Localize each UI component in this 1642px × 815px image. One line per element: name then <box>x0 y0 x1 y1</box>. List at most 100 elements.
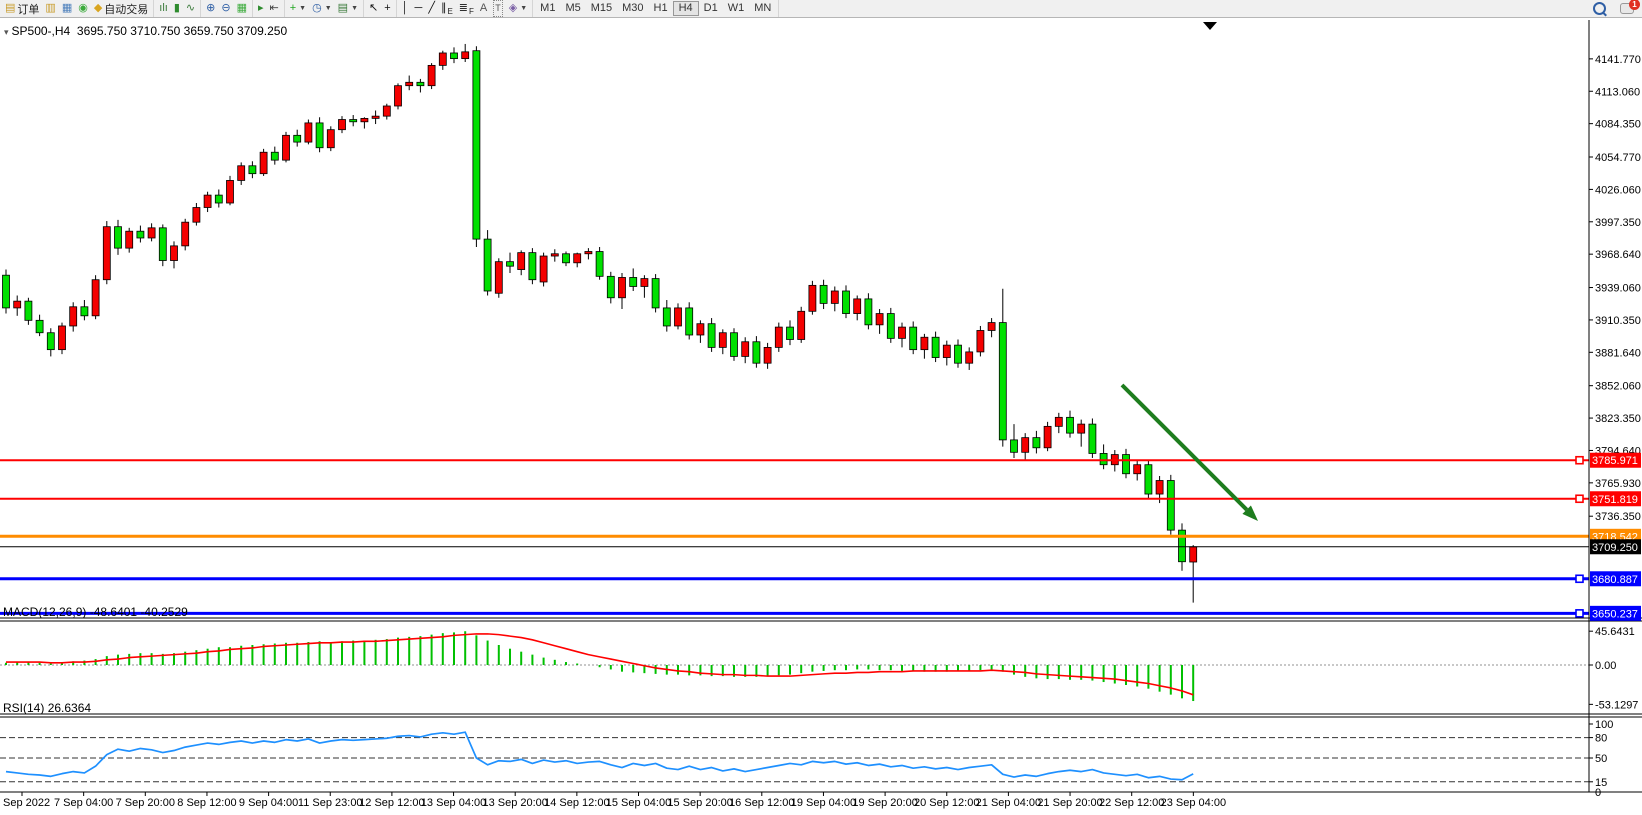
candle-body <box>125 230 134 249</box>
indicators-button[interactable]: + ▼ <box>287 1 309 16</box>
arrows-shapes-button[interactable]: ◈ ▼ <box>506 1 530 16</box>
macd-signal-line <box>6 633 1194 696</box>
time-axis-label: 9 Sep 04:00 <box>239 797 298 809</box>
candle-body <box>394 85 402 107</box>
chart-shift-button[interactable]: ⇤ <box>267 1 282 16</box>
equidistant-channel-button[interactable]: ∥ E <box>438 1 456 16</box>
timeframe-mn[interactable]: MN <box>754 2 772 14</box>
rsi-axis-label: 100 <box>1595 719 1613 731</box>
price-level-badge <box>1590 605 1641 621</box>
candle-body <box>774 326 783 348</box>
candle-body <box>920 336 929 351</box>
candle-body <box>69 306 78 327</box>
time-axis-label: 13 Sep 04:00 <box>421 797 486 809</box>
time-axis-label: 20 Sep 12:00 <box>914 797 979 809</box>
price-axis-label: 4141.770 <box>1595 54 1641 66</box>
timeframe-m1[interactable]: M1 <box>540 2 556 14</box>
horizontal-line-button[interactable]: ─ <box>412 1 426 16</box>
signals-icon[interactable]: ◉ <box>75 1 91 16</box>
candle-body <box>539 255 548 283</box>
zoom-out-button[interactable]: ⊖ <box>218 1 233 16</box>
bar-chart-button[interactable]: ılı <box>156 1 171 16</box>
timeframe-d1[interactable]: D1 <box>703 2 718 14</box>
candle-body <box>1133 464 1142 475</box>
chart-area[interactable]: 4141.770 4113.060 4084.350 4054.770 4026.060… <box>0 18 1642 810</box>
auto-scroll-button[interactable]: ▸ <box>255 1 267 16</box>
autotrading-button[interactable]: ◆ 自动交易 <box>91 1 151 16</box>
price-level-badge-text: 3751.819 <box>1592 494 1638 506</box>
candle-body <box>13 300 22 309</box>
line-endpoint-marker[interactable] <box>1575 574 1584 584</box>
candle-body <box>584 251 593 255</box>
trend-arrow-head[interactable] <box>1242 505 1258 521</box>
candle-body <box>58 325 66 351</box>
text-label-button[interactable]: T <box>490 0 506 17</box>
chart-window-icon[interactable]: ▦ <box>59 1 75 16</box>
fibonacci-button[interactable]: ≣ F <box>456 1 477 16</box>
crosshair-button[interactable]: + <box>381 1 393 16</box>
cursor-button[interactable]: ↖ <box>366 1 381 16</box>
timeframe-h1[interactable]: H1 <box>653 2 668 14</box>
zoom-in-button[interactable]: ⊕ <box>203 1 218 16</box>
candle-body <box>853 298 862 314</box>
symbol-dropdown-icon[interactable]: ▾ <box>4 27 9 37</box>
indicators-icon: + <box>289 2 297 14</box>
search-icon[interactable] <box>1593 2 1606 15</box>
timeframe-m5[interactable]: M5 <box>565 2 581 14</box>
rsi-axis-label: 0 <box>1595 787 1601 799</box>
price-level-badge <box>1590 539 1641 555</box>
candle-body <box>517 252 526 270</box>
candle-body <box>562 253 570 264</box>
candle-body <box>1054 416 1063 427</box>
line-endpoint-marker[interactable] <box>1575 494 1584 504</box>
trendline-button[interactable]: ╱ <box>425 1 438 16</box>
candle-body <box>1077 423 1086 434</box>
templates-button[interactable]: ▤ ▼ <box>335 1 361 16</box>
text-label-icon: T <box>493 0 503 17</box>
price-axis-label: 3881.640 <box>1595 347 1641 359</box>
rsi-axis-label: 15 <box>1595 777 1607 789</box>
timeframe-m30[interactable]: M30 <box>622 2 644 14</box>
candle-body <box>886 313 895 339</box>
line-chart-button[interactable]: ∿ <box>183 1 198 16</box>
candle-body <box>909 326 918 351</box>
dropdown-caret-icon[interactable]: ▼ <box>351 5 358 12</box>
timeframe-w1[interactable]: W1 <box>727 2 745 14</box>
tile-windows-button[interactable]: ▦ <box>234 1 250 16</box>
time-axis-label: 23 Sep 04:00 <box>1161 797 1226 809</box>
candle-body <box>842 290 850 314</box>
time-axis-label: 15 Sep 20:00 <box>667 797 732 809</box>
vertical-line-button[interactable]: │ <box>399 1 412 16</box>
chart-shift-marker[interactable] <box>1203 22 1217 30</box>
candle-body <box>282 134 290 161</box>
candlestick-chart-button[interactable]: ▮ <box>171 1 183 16</box>
candle-body <box>875 313 884 326</box>
price-axis-label: 4054.770 <box>1595 152 1641 164</box>
new-order-button[interactable]: ▤ 订单 <box>2 1 42 16</box>
time-axis-label: 21 Sep 20:00 <box>1037 797 1102 809</box>
candle-body <box>898 326 906 339</box>
timeframe-m15[interactable]: M15 <box>590 2 613 14</box>
trend-arrow[interactable] <box>1120 383 1249 512</box>
chart-canvas[interactable]: 4141.770 4113.060 4084.350 4054.770 4026.060… <box>0 18 1642 810</box>
dropdown-caret-icon[interactable]: ▼ <box>299 5 307 12</box>
candle-body <box>998 322 1007 441</box>
candle-body <box>181 221 190 247</box>
candle-body <box>461 51 470 60</box>
dropdown-caret-icon[interactable]: ▼ <box>520 5 528 12</box>
equidistant-channel-icon: ∥ <box>440 2 447 14</box>
periods-icon: ◷ <box>312 2 322 14</box>
dropdown-caret-icon[interactable]: ▼ <box>324 5 332 12</box>
candle-body <box>629 277 638 287</box>
history-doc-icon[interactable]: ▥ <box>42 1 58 16</box>
candle-body <box>808 284 817 312</box>
candle-body <box>472 50 481 240</box>
notifications-icon[interactable]: 1 <box>1620 0 1640 14</box>
text-button[interactable]: A <box>477 1 490 16</box>
timeframe-h4[interactable]: H4 <box>672 1 699 16</box>
candle-body <box>741 341 750 357</box>
line-endpoint-marker[interactable] <box>1575 609 1584 618</box>
line-endpoint-marker[interactable] <box>1575 455 1584 465</box>
candle-body <box>674 307 682 327</box>
periods-button[interactable]: ◷ ▼ <box>309 1 335 16</box>
